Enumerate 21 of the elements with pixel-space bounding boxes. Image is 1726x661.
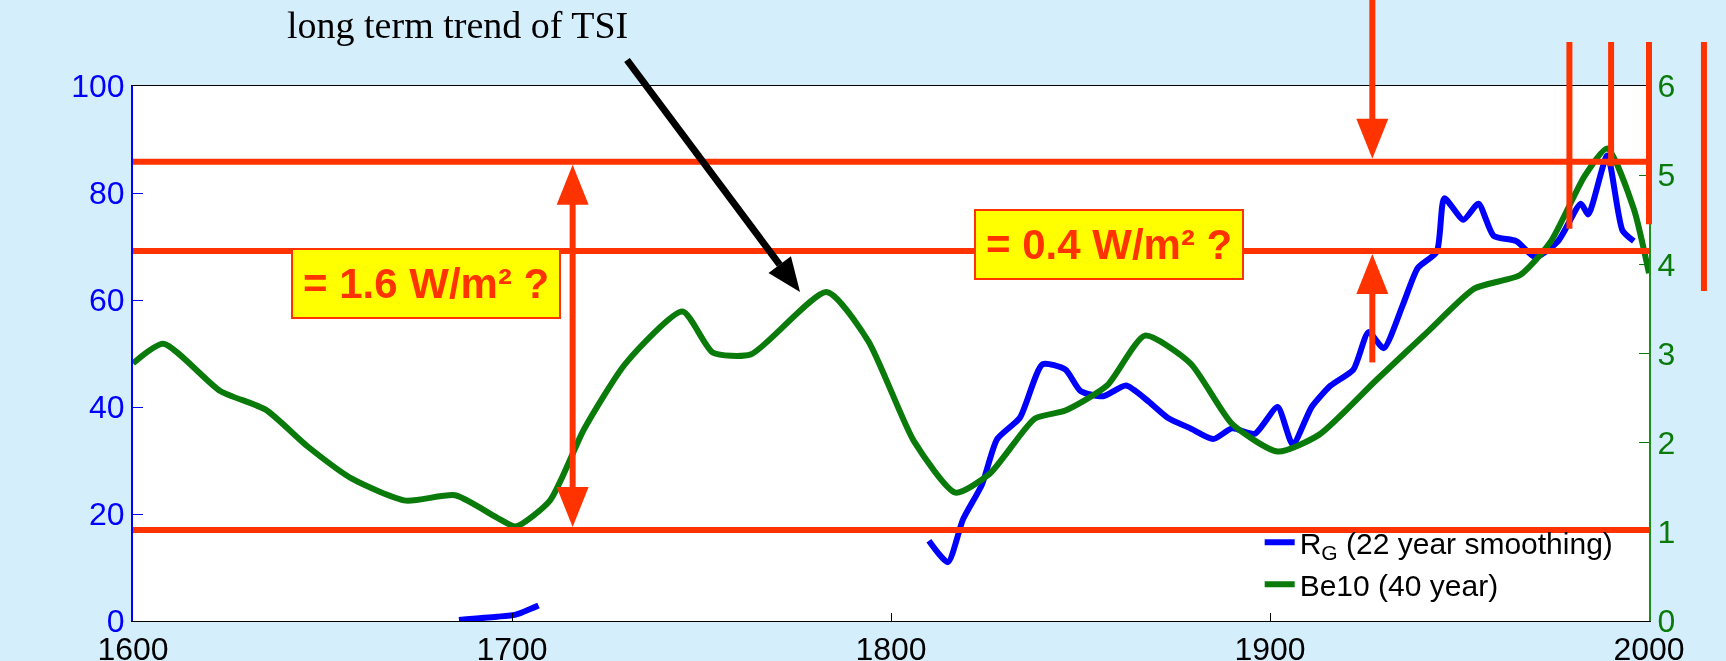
x-tick-label: 1600 [97,631,169,661]
annotation: = 1.6 W/m² ? [303,260,550,307]
y2-tick-label: 4 [1657,246,1676,283]
annotation: = 0.4 W/m² ? [986,221,1233,268]
x-tick-label: 2000 [1613,631,1685,661]
x-tick-label: 1900 [1234,631,1306,661]
y-tick-label: 100 [71,68,125,105]
x-tick-label: 1800 [855,631,927,661]
y-tick-label: 80 [89,175,125,212]
y-tick-label: 60 [89,282,125,319]
legend-label: Be10 (40 year) [1299,569,1499,602]
y2-tick-label: 5 [1657,157,1676,194]
legend-label: R$_{G}$ (22 year smoothing) [1299,527,1613,565]
y2-tick-label: 6 [1657,68,1676,105]
x-tick-label: 1700 [476,631,548,661]
y-tick-label: 20 [89,496,125,533]
y-tick-label: 40 [89,389,125,426]
text: long term trend of TSI [287,4,629,46]
y2-tick-label: 2 [1657,424,1676,461]
y2-tick-label: 3 [1657,335,1676,372]
y2-tick-label: 1 [1657,514,1676,551]
